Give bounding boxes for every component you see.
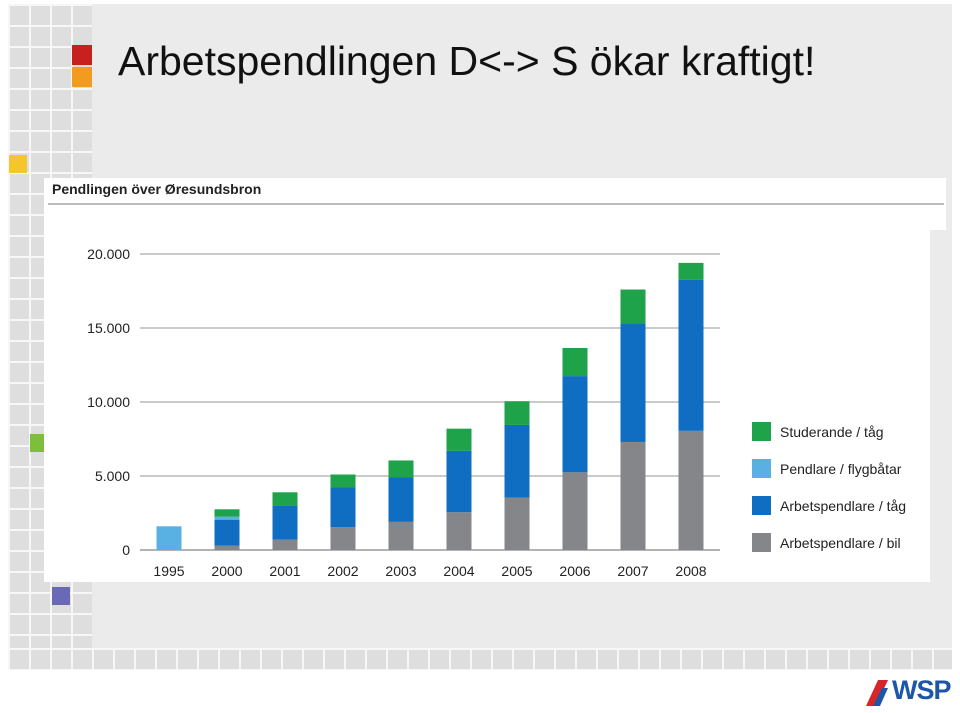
x-tick-label: 2002 bbox=[327, 563, 358, 579]
chart-panel bbox=[44, 178, 946, 582]
y-tick-label: 5.000 bbox=[95, 468, 130, 484]
bar-segment bbox=[330, 487, 356, 528]
x-tick-label: 2000 bbox=[211, 563, 242, 579]
bar-segment bbox=[678, 279, 704, 431]
x-tick-label: 2004 bbox=[443, 563, 474, 579]
legend-swatch bbox=[752, 422, 771, 441]
bar-segment bbox=[272, 505, 298, 540]
bar-segment bbox=[272, 492, 298, 506]
x-tick-label: 2003 bbox=[385, 563, 416, 579]
x-tick-label: 2006 bbox=[559, 563, 590, 579]
bar-segment bbox=[446, 450, 472, 513]
bar-segment bbox=[214, 516, 240, 520]
bar-segment bbox=[330, 527, 356, 550]
x-tick-label: 2007 bbox=[617, 563, 648, 579]
stacked-bar-chart: 0 5.000 10.000 15.000 20.000 1995 2000 2001 2002… bbox=[87, 246, 906, 579]
legend-label: Studerande / tåg bbox=[780, 424, 884, 440]
x-tick-label: 2008 bbox=[675, 563, 706, 579]
bar-segment bbox=[678, 430, 704, 550]
y-tick-label: 20.000 bbox=[87, 246, 130, 262]
bar-segment bbox=[504, 497, 530, 550]
legend-label: Pendlare / flygbåtar bbox=[780, 461, 902, 477]
bar-segment bbox=[388, 460, 414, 478]
bar-segment bbox=[562, 472, 588, 550]
tile-pattern-bottom bbox=[8, 648, 952, 670]
accent-square-red bbox=[72, 45, 92, 65]
wsp-logo-mark bbox=[866, 680, 888, 706]
bar-segment bbox=[214, 519, 240, 546]
accent-square-purple bbox=[52, 587, 70, 605]
x-tick-label: 2001 bbox=[269, 563, 300, 579]
bar-segment bbox=[446, 428, 472, 451]
slide-title: Arbetspendlingen D<-> S ökar kraftigt! bbox=[118, 38, 816, 84]
chart-title-rule bbox=[48, 203, 944, 205]
bar-segment bbox=[504, 424, 530, 498]
bar-segment bbox=[562, 376, 588, 473]
bar-segment bbox=[620, 289, 646, 324]
bar-segment bbox=[446, 512, 472, 550]
bar-segment bbox=[620, 323, 646, 442]
bar-segment bbox=[330, 474, 356, 488]
bar-segment bbox=[388, 521, 414, 550]
x-tick-label: 1995 bbox=[153, 563, 184, 579]
bar-segment bbox=[562, 347, 588, 377]
accent-square-orange bbox=[72, 67, 92, 87]
legend-swatch bbox=[752, 496, 771, 515]
y-tick-label: 0 bbox=[122, 542, 130, 558]
chart-panel-edge bbox=[930, 230, 946, 582]
bar-segment bbox=[214, 509, 240, 517]
wsp-logo-text: WSP bbox=[892, 675, 952, 705]
legend-label: Arbetspendlare / tåg bbox=[780, 498, 906, 514]
bar-segment bbox=[504, 401, 530, 425]
bar-segment bbox=[620, 441, 646, 550]
accent-square-green bbox=[30, 434, 44, 452]
bar-segment bbox=[678, 262, 704, 280]
accent-square-yellow bbox=[9, 155, 27, 173]
legend-swatch bbox=[752, 533, 771, 552]
x-tick-label: 2005 bbox=[501, 563, 532, 579]
bar-segment bbox=[272, 539, 298, 550]
bar-segment bbox=[388, 477, 414, 522]
bar-segment bbox=[214, 545, 240, 550]
legend-label: Arbetspendlare / bil bbox=[780, 535, 901, 551]
y-tick-label: 10.000 bbox=[87, 394, 130, 410]
bar-segment bbox=[156, 526, 182, 550]
chart-title: Pendlingen över Øresundsbron bbox=[52, 181, 262, 197]
legend-swatch bbox=[752, 459, 771, 478]
y-tick-label: 15.000 bbox=[87, 320, 130, 336]
